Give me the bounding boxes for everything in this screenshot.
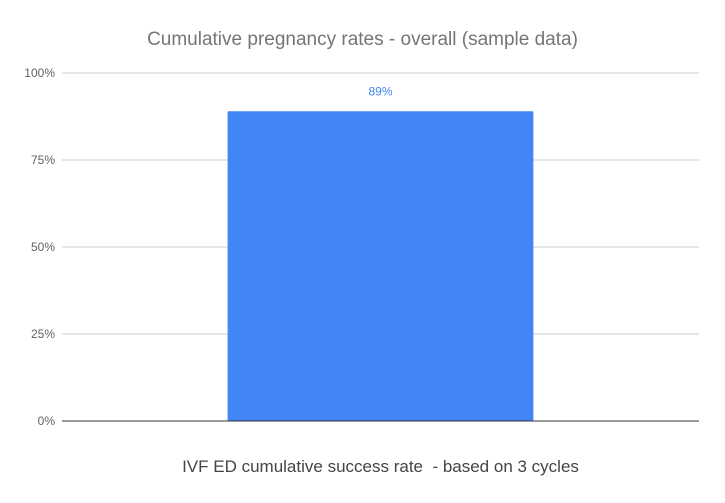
x-axis-labels: IVF ED cumulative success rate - based o… (182, 457, 579, 476)
y-tick-label: 0% (38, 414, 56, 428)
bar (227, 111, 534, 421)
y-tick-label: 25% (31, 327, 55, 341)
bars: 89% (227, 84, 534, 421)
y-axis-ticks: 0% 25% 50% 75% 100% (24, 66, 55, 428)
x-category-label: IVF ED cumulative success rate - based o… (182, 457, 579, 476)
y-tick-label: 50% (31, 240, 55, 254)
bar-data-label: 89% (368, 84, 392, 98)
y-tick-label: 100% (24, 66, 55, 80)
chart-title: Cumulative pregnancy rates - overall (sa… (147, 29, 578, 50)
y-tick-label: 75% (31, 153, 55, 167)
